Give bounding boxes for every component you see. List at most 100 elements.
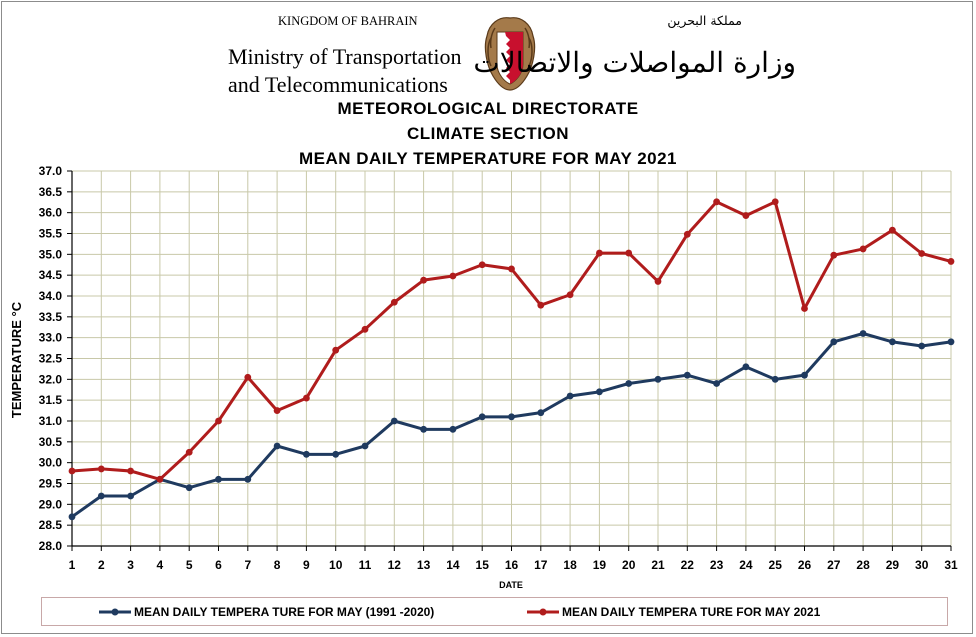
y-tick-label: 31.5	[39, 393, 63, 407]
data-point	[713, 380, 720, 387]
data-point	[185, 448, 193, 456]
data-point	[185, 484, 193, 492]
x-tick-label: 20	[622, 558, 636, 572]
data-point	[449, 272, 457, 280]
data-point	[332, 346, 340, 354]
data-point	[68, 467, 76, 475]
ministry-name-line2: and Telecommunications	[228, 72, 448, 97]
x-tick-label: 13	[417, 558, 431, 572]
legend-swatch-normal	[99, 608, 131, 615]
data-point	[683, 371, 691, 379]
data-point	[947, 258, 955, 265]
data-point	[508, 265, 515, 273]
data-point	[596, 249, 603, 257]
x-tick-label: 27	[827, 558, 841, 572]
data-point	[918, 342, 926, 350]
y-tick-label: 30.0	[39, 456, 63, 470]
data-point	[127, 492, 134, 500]
data-point	[947, 338, 955, 346]
x-tick-label: 29	[886, 558, 900, 572]
data-point	[127, 467, 134, 475]
x-tick-label: 14	[446, 558, 460, 572]
series-lines	[68, 198, 955, 521]
data-point	[390, 298, 398, 306]
data-point	[918, 250, 926, 257]
data-point	[830, 338, 838, 346]
data-point	[713, 198, 720, 206]
x-tick-labels: 1 2 3 4 5 6 7 8 9 10 11 12 13 14 15 16 17 18 19 20 21 22 23 24 2…	[69, 558, 958, 572]
data-point	[449, 425, 457, 433]
data-point	[889, 226, 896, 234]
data-point	[361, 325, 369, 333]
data-point	[390, 417, 398, 425]
x-tick-label: 18	[563, 558, 577, 572]
ministry-name-line1: Ministry of Transportation	[228, 44, 462, 69]
x-tick-label: 16	[505, 558, 519, 572]
data-point	[654, 278, 662, 285]
chart-title-line2: CLIMATE SECTION	[406, 124, 570, 143]
data-point	[244, 373, 252, 381]
series-2021	[68, 198, 955, 483]
x-tick-label: 6	[215, 558, 222, 572]
x-tick-label: 2	[98, 558, 105, 572]
x-tick-label: 23	[710, 558, 724, 572]
y-tick-label: 33.0	[39, 331, 63, 345]
x-tick-label: 26	[798, 558, 812, 572]
data-point	[68, 513, 76, 521]
x-tick-label: 19	[593, 558, 607, 572]
y-tick-label: 31.0	[39, 414, 63, 428]
data-point	[215, 417, 222, 425]
data-point	[889, 338, 896, 346]
y-tick-label: 32.0	[39, 372, 63, 386]
x-tick-label: 1	[69, 558, 76, 572]
y-tick-label: 36.0	[39, 206, 63, 220]
y-tick-label: 33.5	[39, 310, 63, 324]
data-point	[537, 301, 545, 309]
data-point	[156, 475, 164, 483]
data-point	[361, 442, 369, 450]
data-point	[332, 450, 340, 458]
series-normal	[68, 330, 955, 521]
x-tick-label: 8	[274, 558, 281, 572]
data-point	[625, 249, 633, 257]
legend-swatch-2021	[527, 608, 559, 615]
data-point	[801, 305, 808, 312]
y-tick-label: 36.5	[39, 185, 63, 199]
data-point	[771, 198, 779, 206]
x-tick-label: 28	[856, 558, 870, 572]
bahrain-emblem-icon	[484, 17, 536, 91]
y-tick-label: 37.0	[39, 164, 63, 178]
data-point	[273, 407, 281, 414]
x-tick-label: 31	[944, 558, 958, 572]
data-point	[742, 212, 750, 219]
data-point	[478, 413, 486, 421]
y-tick-label: 32.5	[39, 352, 63, 366]
x-tick-label: 3	[127, 558, 134, 572]
chart-title-line3: MEAN DAILY TEMPERATURE FOR MAY 2021	[298, 149, 678, 168]
legend-item-2021: MEAN DAILY TEMPERA TURE FOR MAY 2021	[526, 598, 820, 625]
y-tick-label: 35.0	[39, 247, 63, 261]
data-point	[97, 465, 105, 473]
x-tick-label: 15	[476, 558, 490, 572]
data-point	[420, 425, 427, 433]
y-tick-label: 29.0	[39, 497, 63, 511]
data-point	[771, 375, 779, 383]
data-point	[478, 261, 486, 269]
x-tick-label: 10	[329, 558, 343, 572]
data-point	[215, 475, 222, 483]
data-point	[859, 245, 867, 253]
axes	[67, 170, 952, 551]
x-tick-label: 25	[769, 558, 783, 572]
data-point	[566, 291, 574, 299]
data-point	[566, 392, 574, 400]
x-tick-label: 7	[244, 558, 251, 572]
y-tick-label: 34.5	[39, 268, 63, 282]
y-tick-label: 28.5	[39, 518, 63, 532]
data-point	[97, 492, 105, 500]
data-point	[625, 380, 633, 387]
x-tick-label: 24	[739, 558, 753, 572]
x-axis-label: DATE	[499, 580, 523, 590]
y-tick-label: 28.0	[39, 539, 63, 553]
